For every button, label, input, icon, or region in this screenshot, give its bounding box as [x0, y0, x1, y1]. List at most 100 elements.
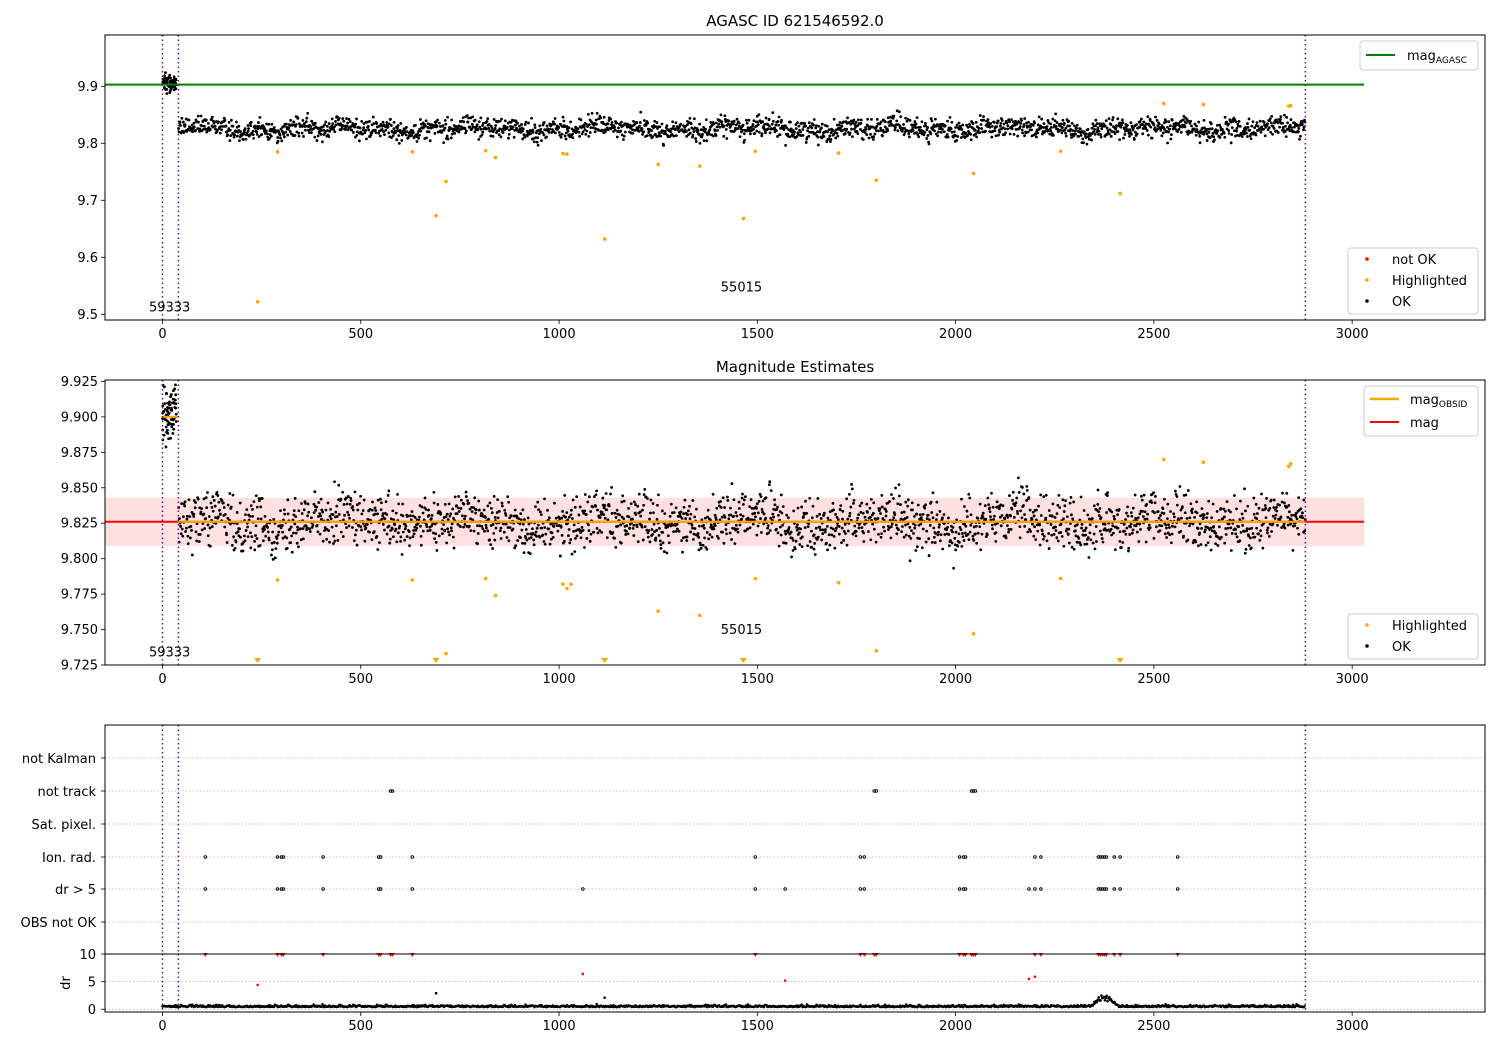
- p1-ok-point: [704, 118, 708, 122]
- p2-ok-point: [543, 526, 547, 529]
- p1-ok-point: [577, 130, 581, 134]
- p2-ok-point: [1083, 528, 1087, 532]
- p1-ok-point: [357, 139, 361, 143]
- p2-ok-point: [233, 547, 237, 550]
- p2-ok-point: [235, 522, 239, 525]
- p1-ok-point: [328, 129, 331, 133]
- p1-ok-point: [1121, 121, 1125, 124]
- p1-ok-point: [867, 136, 871, 140]
- p2-ok-point: [1034, 518, 1038, 522]
- p1-ok-point: [1000, 119, 1004, 122]
- p2-ok-point: [370, 538, 374, 542]
- p2-ok-point: [878, 507, 882, 511]
- p2-ok-point: [311, 523, 315, 527]
- p2-ok-point: [1209, 526, 1213, 530]
- p2-ok-point: [1252, 512, 1256, 516]
- p2-ok-point: [700, 518, 704, 522]
- p2-ok-point: [360, 528, 363, 532]
- p2-ok-point: [552, 524, 556, 528]
- p1-ok-point: [866, 124, 870, 128]
- p1-ok-point: [1079, 133, 1083, 137]
- p2-ok-point: [217, 500, 221, 504]
- p2-ok-point: [1264, 516, 1268, 520]
- p2-ok-point: [1124, 532, 1128, 536]
- p1-ok-point: [763, 122, 767, 126]
- p2-ok-point: [231, 493, 235, 497]
- p2-ok-point: [523, 518, 526, 521]
- p2-ok-point: [1051, 502, 1055, 506]
- p1-ok-point: [538, 124, 542, 128]
- p2-ok-point: [456, 523, 460, 526]
- p2-ok-point: [981, 515, 985, 519]
- p1-ok-point: [1254, 133, 1258, 137]
- p2-ok-point: [1261, 546, 1265, 550]
- p2-ok-point: [1275, 509, 1279, 513]
- p1-ok-point: [1010, 118, 1013, 122]
- p1-ok-point: [889, 119, 893, 123]
- p2-ok-point: [1097, 510, 1101, 514]
- p1-ok-point: [198, 127, 202, 131]
- p1-ok-point: [760, 132, 764, 136]
- p1-ok-point: [879, 129, 883, 132]
- p1-highlighted-point: [255, 299, 260, 304]
- p1-ok-point: [1169, 124, 1172, 128]
- p2-ok-point: [1125, 511, 1128, 515]
- p1-ok-point: [463, 126, 467, 130]
- p1-ok-point: [371, 115, 375, 119]
- p1-ok-point: [310, 119, 314, 123]
- p2-ok-point: [415, 526, 419, 530]
- p3-flag-point: [1104, 855, 1109, 859]
- p2-ok-point: [247, 518, 251, 522]
- p1-ok-point: [400, 139, 404, 142]
- p1-ok-point: [771, 111, 775, 115]
- p2-ok-point: [714, 516, 718, 520]
- p1-ok-point: [925, 128, 929, 132]
- p1-ok-point: [1276, 131, 1280, 134]
- p2-ok-point: [299, 527, 302, 531]
- p2-ok-point: [1022, 504, 1025, 507]
- p2-ok-point: [567, 534, 570, 538]
- p1-ok-point: [709, 121, 713, 124]
- p2-ok-point: [767, 531, 771, 535]
- p2-ok-point: [740, 496, 744, 500]
- p1-ok-point: [850, 127, 853, 131]
- p2-ok-point: [571, 498, 575, 502]
- p2-ok-point: [437, 534, 441, 538]
- p1-ok-point: [1205, 132, 1209, 136]
- p2-ok-point: [724, 528, 728, 531]
- p2-ok-point: [760, 531, 763, 534]
- p2-ok-point: [1210, 516, 1214, 520]
- p1-ok-point: [1125, 123, 1129, 127]
- p2-highlighted-point: [1286, 464, 1291, 469]
- p1-ok-point: [1059, 128, 1062, 132]
- p3-dr-ytick-label: 0: [88, 1003, 96, 1018]
- p1-ok-point: [586, 113, 590, 116]
- p2-ok-point: [450, 529, 453, 533]
- p3-flag-point: [862, 887, 867, 891]
- p2-ok-point: [647, 529, 651, 532]
- p1-ok-point: [768, 131, 772, 135]
- p2-ok-point: [339, 497, 343, 501]
- p2-ok-point: [1154, 494, 1157, 498]
- p3-flag-point: [203, 887, 208, 891]
- p1-ok-point: [964, 131, 968, 135]
- p1-ok-point: [1213, 138, 1216, 142]
- p1-ok-point: [895, 109, 899, 113]
- p1-highlighted-point: [493, 155, 498, 160]
- p2-ok-point: [1244, 547, 1248, 551]
- p2-ok-point: [1121, 541, 1125, 544]
- p1-ok-point: [1118, 138, 1122, 142]
- p2-highlighted-point: [836, 580, 841, 585]
- p2-ok-point: [613, 536, 617, 540]
- p1-ok-point: [257, 121, 260, 124]
- p1-ok-point: [377, 131, 381, 135]
- p3-flag-point: [858, 855, 863, 859]
- p2-ok-point: [735, 514, 739, 518]
- p1-ok-point: [387, 122, 391, 126]
- p2-ok-point: [837, 532, 841, 536]
- p2-ok-point: [1202, 515, 1205, 519]
- p1-ok-point: [826, 130, 829, 134]
- p1-legend-mag-agasc-subscript: AGASC: [1436, 56, 1467, 66]
- p2-ok-point: [431, 522, 435, 526]
- p2-ok-point: [286, 498, 290, 502]
